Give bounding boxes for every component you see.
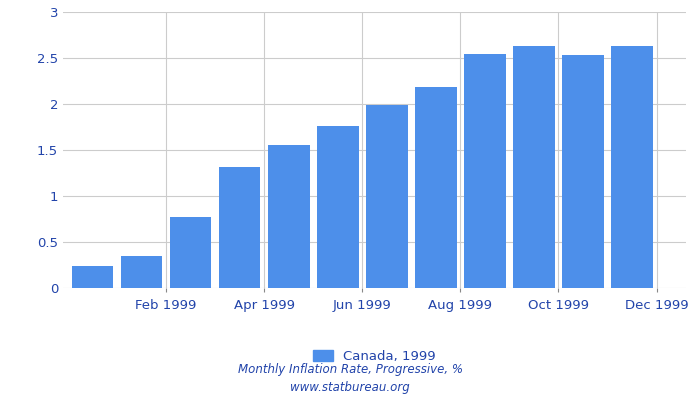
Bar [611,46,653,288]
Bar [464,54,505,288]
Bar [71,266,113,288]
Bar [513,46,555,288]
Bar [366,105,407,288]
Bar [415,86,456,288]
Bar [317,126,358,288]
Text: www.statbureau.org: www.statbureau.org [290,382,410,394]
Text: Monthly Inflation Rate, Progressive, %: Monthly Inflation Rate, Progressive, % [237,364,463,376]
Bar [562,55,604,288]
Bar [268,145,309,288]
Bar [169,217,211,288]
Legend: Canada, 1999: Canada, 1999 [308,344,441,368]
Bar [218,166,260,288]
Bar [120,256,162,288]
